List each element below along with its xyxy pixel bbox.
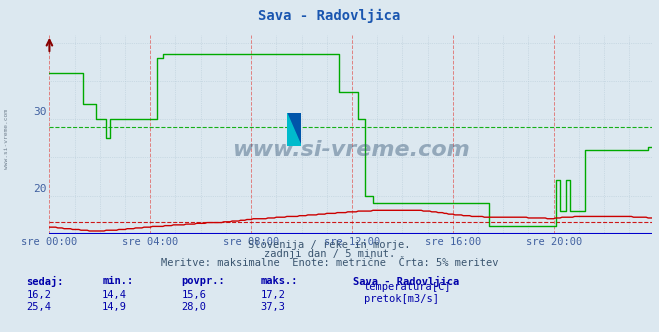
Text: maks.:: maks.: [260, 276, 298, 286]
Text: min.:: min.: [102, 276, 133, 286]
Text: 28,0: 28,0 [181, 302, 206, 312]
Text: 17,2: 17,2 [260, 290, 285, 299]
Text: www.si-vreme.com: www.si-vreme.com [4, 110, 9, 169]
Text: pretok[m3/s]: pretok[m3/s] [364, 294, 439, 304]
Text: Slovenija / reke in morje.: Slovenija / reke in morje. [248, 240, 411, 250]
Text: 15,6: 15,6 [181, 290, 206, 299]
Polygon shape [287, 113, 301, 146]
Text: www.si-vreme.com: www.si-vreme.com [232, 140, 470, 160]
Text: zadnji dan / 5 minut.: zadnji dan / 5 minut. [264, 249, 395, 259]
Text: 16,2: 16,2 [26, 290, 51, 299]
Text: Sava - Radovljica: Sava - Radovljica [258, 9, 401, 24]
Text: Meritve: maksimalne  Enote: metrične  Črta: 5% meritev: Meritve: maksimalne Enote: metrične Črta… [161, 258, 498, 268]
Text: 25,4: 25,4 [26, 302, 51, 312]
Text: Sava - Radovljica: Sava - Radovljica [353, 276, 459, 287]
Text: 14,9: 14,9 [102, 302, 127, 312]
Text: povpr.:: povpr.: [181, 276, 225, 286]
Text: 37,3: 37,3 [260, 302, 285, 312]
Text: 14,4: 14,4 [102, 290, 127, 299]
Polygon shape [287, 113, 301, 146]
Text: temperatura[C]: temperatura[C] [364, 282, 451, 291]
Text: sedaj:: sedaj: [26, 276, 64, 287]
